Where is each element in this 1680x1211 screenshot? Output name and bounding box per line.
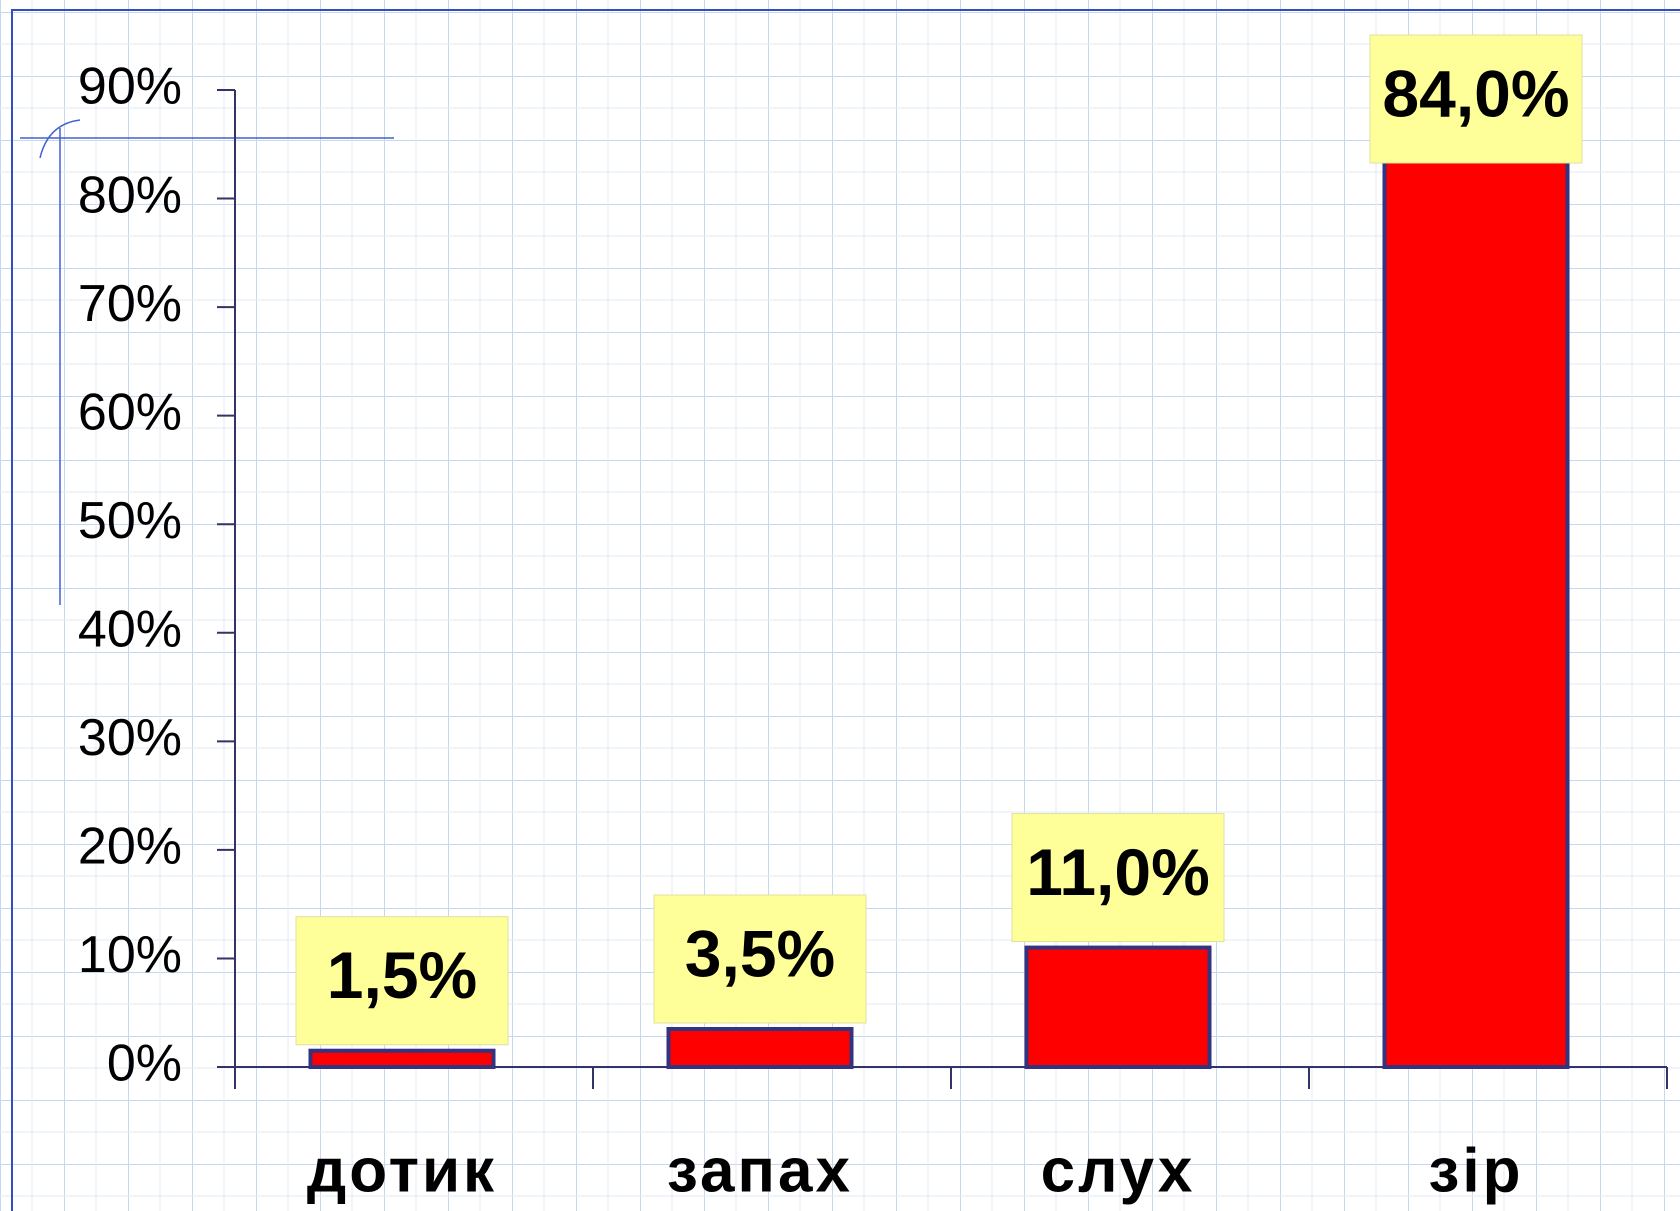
y-tick-label: 10%	[78, 926, 182, 984]
y-tick-label: 40%	[78, 601, 182, 659]
y-tick-label: 60%	[78, 383, 182, 441]
bar	[1382, 153, 1570, 1069]
value-label: 84,0%	[1382, 56, 1569, 130]
y-tick-label: 20%	[78, 818, 182, 876]
y-tick-label: 0%	[107, 1035, 182, 1093]
value-label: 11,0%	[1026, 835, 1210, 909]
value-label-box	[1369, 34, 1583, 164]
y-tick-label: 70%	[78, 275, 182, 333]
y-tick-label: 80%	[78, 166, 182, 224]
bar	[308, 1048, 496, 1070]
x-tick-label: дотик	[307, 1136, 497, 1205]
x-tick-label: слух	[1041, 1136, 1196, 1205]
value-label: 3,5%	[685, 916, 835, 990]
value-label-box	[1011, 813, 1225, 943]
value-label: 1,5%	[327, 938, 477, 1012]
x-tick-label: запах	[667, 1136, 853, 1205]
decor-lines	[20, 119, 394, 605]
value-label-box	[653, 894, 867, 1024]
bar	[666, 1027, 854, 1070]
y-tick-label: 50%	[78, 492, 182, 550]
frame	[11, 9, 1680, 1211]
bar	[1024, 945, 1212, 1069]
x-tick-label: зір	[1429, 1136, 1524, 1205]
y-tick-label: 90%	[78, 58, 182, 116]
y-tick-label: 30%	[78, 709, 182, 767]
value-label-box	[295, 916, 509, 1046]
